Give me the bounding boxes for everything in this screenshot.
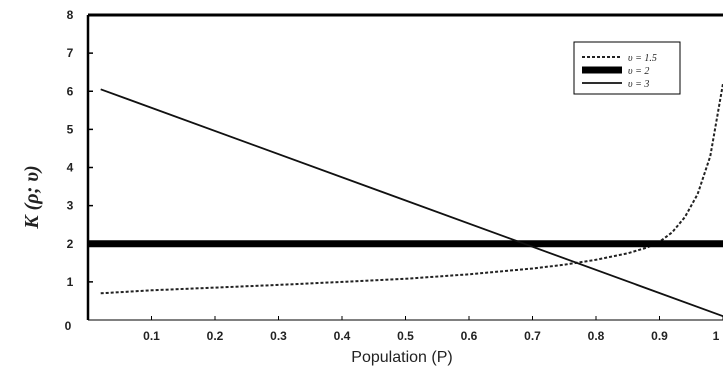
x-tick-label: 0.3 [270,329,287,343]
y-axis-label: K (ρ; υ) [21,165,43,229]
y-tick-label: 4 [67,161,74,175]
y-tick-label: 2 [67,237,74,251]
legend-label-series-1: υ = 1.5 [628,53,657,64]
legend-label-series-2: υ = 2 [628,66,649,77]
series-line-3 [100,88,723,318]
x-tick-label: 1 [713,329,720,343]
legend-label-series-3: υ = 3 [628,79,649,90]
x-tick-label: 0.5 [397,329,414,343]
x-tick-label: 0.4 [334,329,351,343]
y-tick-label: 7 [67,46,74,60]
y-tick-label: 5 [67,122,74,136]
x-axis-label: Population (P) [351,349,452,366]
x-tick-label: 0.8 [588,329,605,343]
y-tick-label: 3 [67,199,74,213]
legend: υ = 1.5 υ = 2 υ = 3 [573,41,681,95]
x-tick-label: 0.6 [461,329,478,343]
y-tick-label: 0 [65,319,72,333]
x-tick-label: 0.7 [524,329,541,343]
y-tick-label: 1 [67,275,74,289]
series-line-1 [100,83,723,295]
x-tick-label: 0.9 [651,329,668,343]
x-tick-label: 0.1 [143,329,160,343]
x-tick-label: 0.2 [207,329,224,343]
y-tick-label: 8 [67,8,74,22]
y-tick-label: 6 [67,84,74,98]
